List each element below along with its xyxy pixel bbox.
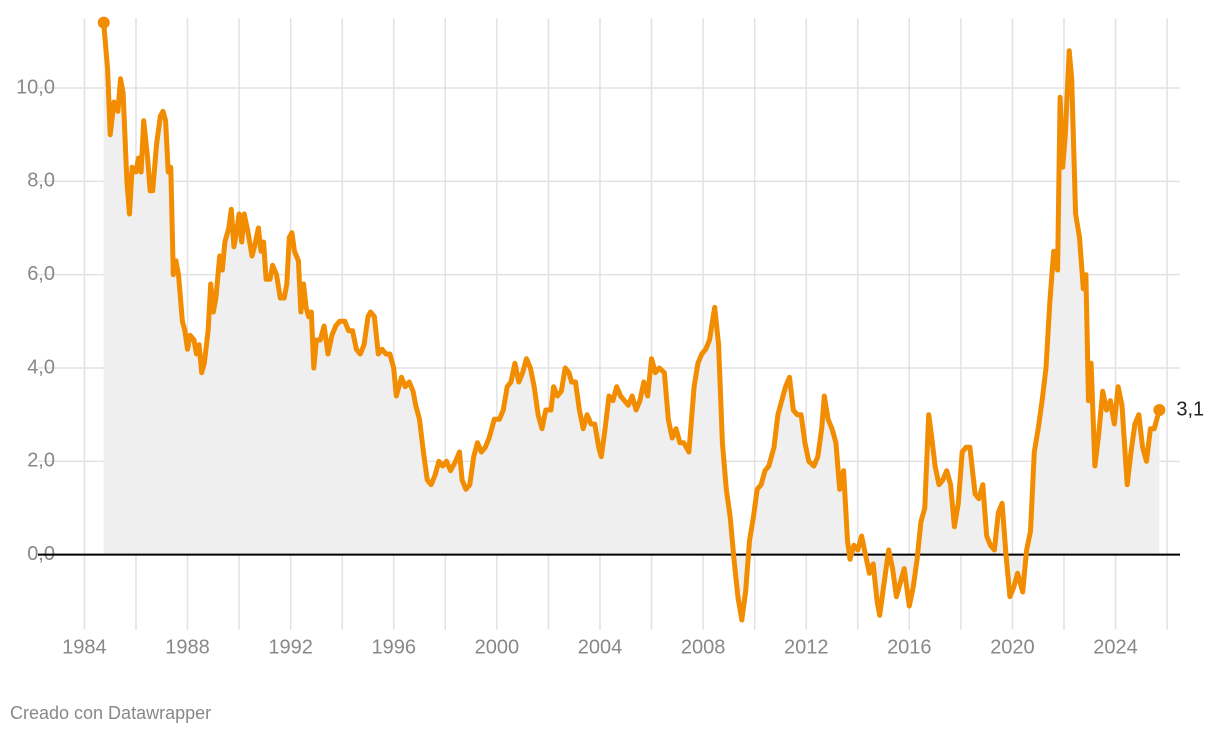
y-tick-label: 2,0 — [27, 450, 55, 472]
end-dot — [97, 16, 110, 29]
x-tick-label: 2020 — [990, 636, 1035, 658]
footer: Creado con Datawrapper — [10, 703, 211, 723]
x-tick-label: 2004 — [578, 636, 623, 658]
y-tick-label: 6,0 — [27, 263, 55, 285]
end-dot — [1153, 404, 1166, 416]
x-tick-label: 2000 — [475, 636, 520, 658]
y-tick-label: 8,0 — [27, 170, 55, 192]
x-tick-label: 1992 — [268, 636, 313, 658]
y-tick-label: 4,0 — [27, 356, 55, 378]
x-tick-label: 1996 — [371, 636, 416, 658]
value-label: 3,1 — [1176, 398, 1204, 420]
line — [101, 20, 1162, 623]
area — [103, 22, 1160, 620]
x-tick-label: 1984 — [62, 636, 107, 658]
x-tick-label: 2008 — [681, 636, 726, 658]
x-tick-label: 2012 — [784, 636, 829, 658]
x-tick-label: 1988 — [165, 636, 210, 658]
x-tick-label: 2016 — [887, 636, 932, 658]
x-tick-label: 2024 — [1093, 636, 1138, 658]
y-tick-label: 10,0 — [16, 76, 55, 98]
